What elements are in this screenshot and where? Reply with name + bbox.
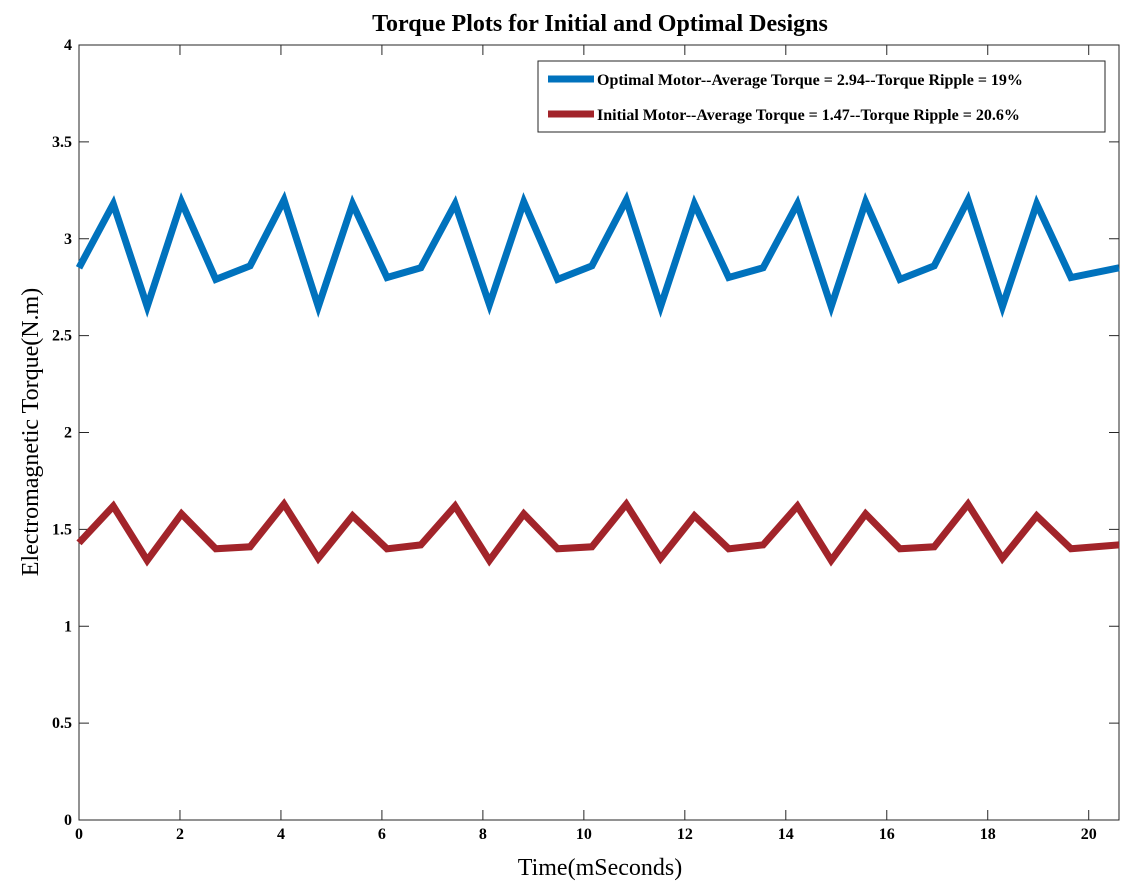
y-tick-label: 3 xyxy=(64,231,72,248)
y-tick-label: 1 xyxy=(64,618,72,635)
y-tick-label: 2 xyxy=(64,425,72,442)
x-tick-label: 16 xyxy=(879,826,895,843)
y-tick-label: 0 xyxy=(64,812,72,829)
y-tick-label: 3.5 xyxy=(52,134,72,151)
x-tick-label: 6 xyxy=(378,826,386,843)
legend: Optimal Motor--Average Torque = 2.94--To… xyxy=(537,60,1106,133)
y-tick-label: 4 xyxy=(64,37,72,54)
x-tick-label: 10 xyxy=(576,826,592,843)
axes-box xyxy=(78,44,1120,821)
initial-motor-line xyxy=(76,498,1120,567)
legend-box xyxy=(537,60,1106,133)
x-tick-label: 8 xyxy=(479,826,487,843)
x-tick-label: 2 xyxy=(176,826,184,843)
legend-label-initial: Initial Motor--Average Torque = 1.47--To… xyxy=(597,107,1020,124)
y-tick-label: 0.5 xyxy=(52,715,72,732)
plot-area: 0 2 4 6 8 10 12 14 16 18 20 0 0.5 1 1.5 2 2.5 3 3.5 4 xyxy=(52,37,1120,843)
y-tick-label: 1.5 xyxy=(52,521,72,538)
x-tick-label: 4 xyxy=(277,826,285,843)
legend-label-optimal: Optimal Motor--Average Torque = 2.94--To… xyxy=(597,72,1023,89)
x-tick-label: 14 xyxy=(778,826,794,843)
chart-title: Torque Plots for Initial and Optimal Des… xyxy=(372,11,828,37)
x-tick-label: 20 xyxy=(1081,826,1097,843)
y-axis-label: Electromagnetic Torque(N.m) xyxy=(18,288,44,576)
x-tick-label: 12 xyxy=(677,826,693,843)
x-tick-label: 18 xyxy=(980,826,996,843)
x-axis-label: Time(mSeconds) xyxy=(518,855,682,881)
y-tick-label: 2.5 xyxy=(52,328,72,345)
optimal-motor-line xyxy=(75,190,1120,318)
x-tick-label: 0 xyxy=(75,826,83,843)
